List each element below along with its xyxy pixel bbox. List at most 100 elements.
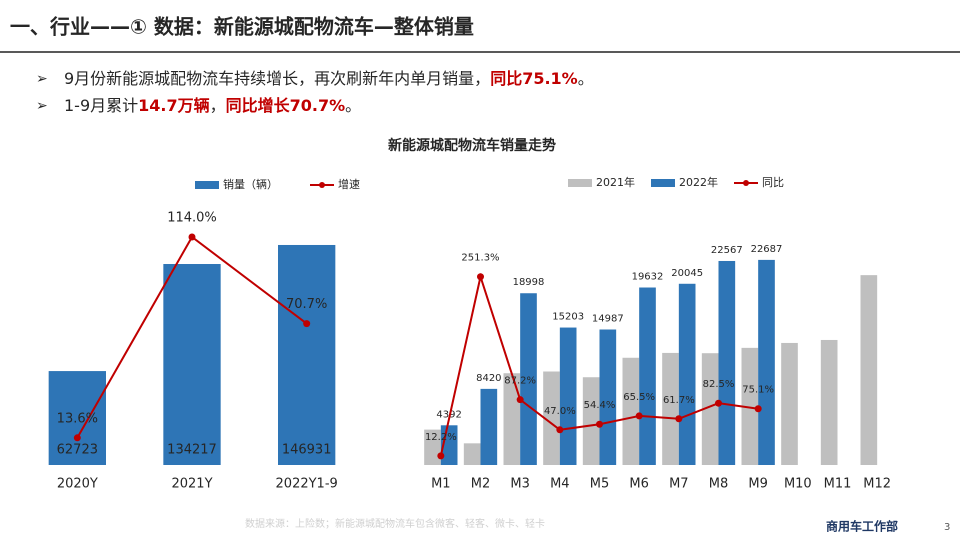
bullet-part: 。 — [345, 96, 361, 115]
legend-dot — [319, 182, 325, 188]
bar — [662, 352, 679, 465]
data-label: 47.0% — [544, 406, 576, 417]
chart-title: 新能源城配物流车销量走势 — [388, 137, 556, 154]
bar — [163, 264, 221, 465]
line-point — [437, 452, 445, 460]
data-label: 54.4% — [584, 400, 616, 411]
bullet-marker: ➢ — [36, 71, 48, 87]
bar — [520, 293, 537, 465]
x-tick-label: M11 — [824, 477, 852, 492]
legend-label: 增速 — [338, 177, 360, 191]
data-label: 8420 — [476, 373, 501, 384]
bullet-marker: ➢ — [36, 98, 48, 114]
bar — [599, 329, 617, 465]
data-label: 146931 — [282, 443, 332, 458]
bar — [278, 244, 336, 465]
source-note: 数据来源：上险数；新能源城配物流车包含微客、轻客、微卡、轻卡 — [245, 517, 545, 530]
data-label: 62723 — [57, 443, 98, 458]
data-label: 18998 — [513, 277, 545, 288]
legend-swatch — [568, 179, 592, 187]
bar — [463, 443, 481, 465]
x-tick-label: M8 — [709, 477, 729, 492]
bullet-part: 9月份新能源城配物流车持续增长，再次刷新年内单月销量， — [64, 69, 490, 88]
data-label: 82.5% — [703, 379, 735, 390]
bar — [582, 377, 600, 465]
bar — [758, 259, 775, 465]
legend-label: 销量（辆） — [223, 177, 278, 191]
legend-dot — [743, 180, 749, 186]
legend-label: 同比 — [762, 176, 784, 189]
bullet-part: 14.7万辆 — [138, 96, 209, 115]
bar — [860, 275, 878, 465]
data-label: 65.5% — [623, 392, 655, 403]
bullet-part: 同比增长70.7% — [226, 96, 346, 115]
department: 商用车工作部 — [826, 519, 898, 534]
line-point — [516, 396, 524, 404]
legend-swatch — [195, 181, 219, 189]
line-point — [73, 434, 81, 442]
x-tick-label: 2022Y1-9 — [276, 477, 338, 492]
bar — [622, 357, 640, 465]
data-label: 70.7% — [286, 297, 327, 312]
bullet-part: 1-9月累计 — [64, 96, 138, 115]
bar — [718, 260, 736, 465]
bar — [781, 342, 798, 465]
data-label: 114.0% — [167, 211, 217, 226]
data-label: 61.7% — [663, 395, 695, 406]
x-tick-label: M7 — [669, 477, 689, 492]
bar — [820, 339, 838, 465]
x-tick-label: 2021Y — [171, 477, 212, 492]
line-point — [715, 399, 722, 407]
slide-title: 一、行业——① 数据：新能源城配物流车—整体销量 — [10, 15, 474, 39]
line-point — [635, 412, 643, 420]
line-point — [556, 426, 564, 434]
data-label: 22567 — [711, 245, 743, 256]
data-label: 12.2% — [425, 432, 457, 443]
data-label: 14987 — [592, 314, 624, 325]
line-point — [303, 320, 311, 328]
bullet-text: 9月份新能源城配物流车持续增长，再次刷新年内单月销量，同比75.1%。 — [64, 69, 594, 88]
line-point — [477, 273, 484, 281]
line-point — [596, 420, 603, 428]
data-label: 251.3% — [461, 253, 499, 264]
bar — [559, 327, 577, 465]
bar — [503, 373, 521, 465]
data-label: 15203 — [552, 312, 584, 323]
legend-swatch — [651, 179, 675, 187]
x-tick-label: M9 — [748, 477, 768, 492]
x-tick-label: M1 — [431, 477, 451, 492]
x-tick-label: M6 — [629, 477, 649, 492]
x-tick-label: M2 — [471, 477, 491, 492]
data-label: 75.1% — [742, 385, 774, 396]
line-point — [675, 415, 683, 423]
legend-label: 2022年 — [679, 175, 718, 189]
data-label: 13.6% — [57, 411, 98, 426]
bar — [678, 283, 696, 465]
legend-label: 2021年 — [596, 175, 635, 189]
data-label: 20045 — [671, 268, 703, 279]
bullet-part: ， — [210, 96, 226, 115]
x-tick-label: 2020Y — [57, 477, 98, 492]
line-point — [754, 405, 762, 413]
bar — [480, 388, 498, 465]
data-label: 19632 — [632, 272, 664, 283]
bullet-part: 同比75.1% — [490, 69, 578, 88]
bar — [543, 371, 560, 465]
bar — [424, 429, 441, 465]
x-tick-label: M5 — [590, 477, 610, 492]
x-tick-label: M10 — [784, 477, 812, 492]
x-tick-label: M3 — [510, 477, 530, 492]
bar — [639, 287, 656, 465]
bullet-part: 。 — [578, 69, 594, 88]
bullet-text: 1-9月累计14.7万辆，同比增长70.7%。 — [64, 96, 361, 115]
data-label: 22687 — [751, 244, 783, 255]
data-label: 134217 — [167, 443, 217, 458]
bar — [701, 353, 719, 465]
page-number: 3 — [944, 522, 950, 533]
bar — [741, 347, 759, 465]
bar — [48, 371, 106, 465]
x-tick-label: M12 — [863, 477, 891, 492]
x-tick-label: M4 — [550, 477, 570, 492]
data-label: 87.2% — [504, 376, 536, 387]
